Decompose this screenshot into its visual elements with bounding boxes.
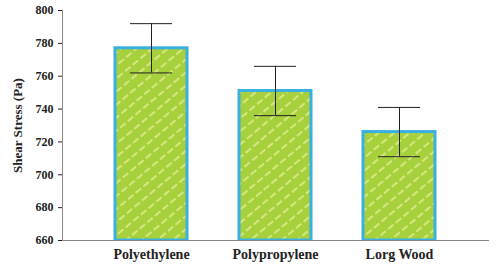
- svg-text:660: 660: [36, 233, 54, 247]
- svg-text:760: 760: [36, 69, 54, 83]
- svg-text:720: 720: [36, 135, 54, 149]
- svg-text:780: 780: [36, 36, 54, 50]
- svg-text:Polyethylene: Polyethylene: [113, 247, 189, 262]
- svg-text:800: 800: [36, 3, 54, 17]
- svg-text:680: 680: [36, 200, 54, 214]
- svg-text:Shear Stress (Pa): Shear Stress (Pa): [10, 78, 25, 173]
- svg-text:Lorg Wood: Lorg Wood: [366, 247, 434, 262]
- svg-text:Polypropylene: Polypropylene: [232, 247, 318, 262]
- svg-text:740: 740: [36, 102, 54, 116]
- svg-text:700: 700: [36, 168, 54, 182]
